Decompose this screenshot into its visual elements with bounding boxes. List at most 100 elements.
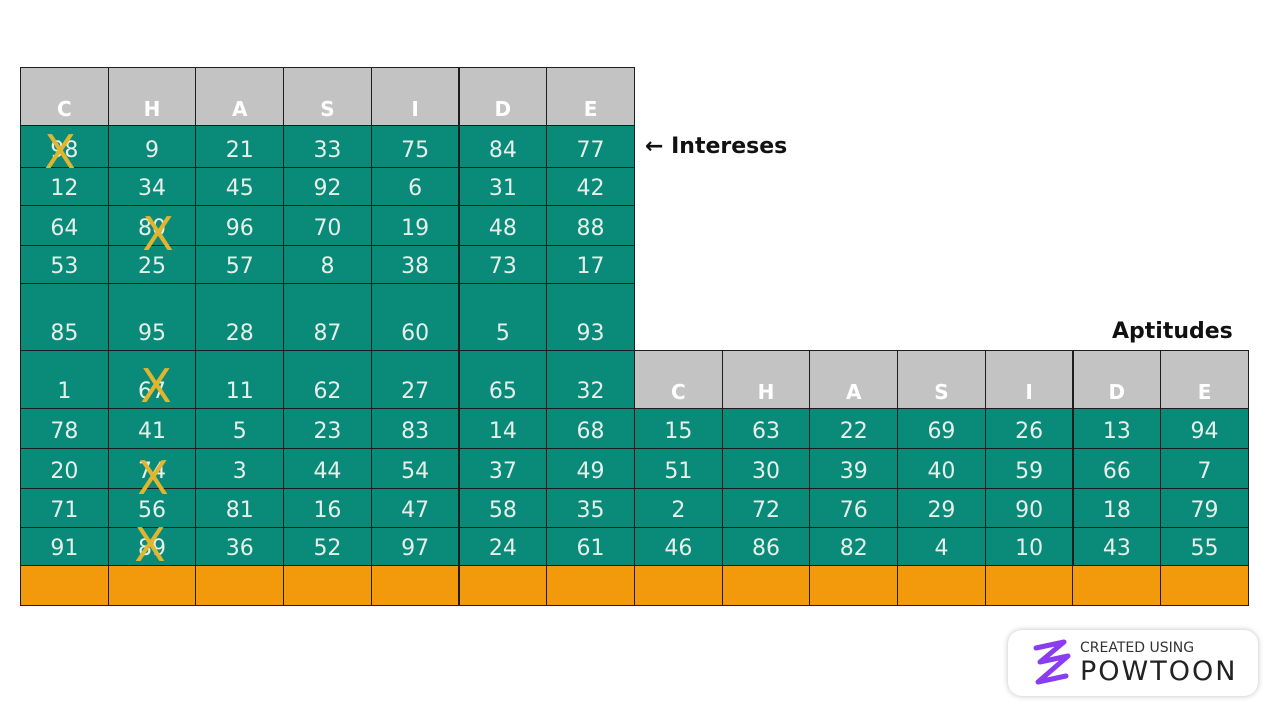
- score-cell: 84: [458, 125, 548, 168]
- score-cell: 83: [370, 408, 460, 449]
- score-cell: 17: [546, 245, 635, 284]
- score-cell: 13: [1072, 408, 1162, 449]
- score-cell: 67: [107, 350, 197, 409]
- score-cell: 73: [458, 245, 548, 284]
- logo-brand: POWTOON: [1080, 656, 1238, 687]
- logo-icon: [1033, 639, 1071, 685]
- score-cell: 42: [546, 167, 635, 206]
- score-cell: 76: [809, 488, 899, 528]
- score-cell: 36: [195, 527, 285, 566]
- score-cell: 11: [195, 350, 285, 409]
- score-cell: 75: [370, 125, 460, 168]
- score-cell: 48: [458, 205, 548, 246]
- column-header: H: [721, 350, 811, 409]
- score-cell: 2: [634, 488, 723, 528]
- score-cell: 24: [458, 527, 548, 566]
- score-cell: 64: [20, 205, 109, 246]
- total-cell: [1072, 565, 1162, 606]
- score-cell: 47: [370, 488, 460, 528]
- score-cell: 44: [283, 448, 372, 489]
- column-header: A: [809, 350, 899, 409]
- score-cell: 5: [458, 283, 548, 351]
- score-cell: 85: [20, 283, 109, 351]
- score-cell: 87: [283, 283, 372, 351]
- score-cell: 94: [1160, 408, 1249, 449]
- score-cell: 92: [283, 167, 372, 206]
- score-cell: 69: [897, 408, 986, 449]
- score-cell: 98: [20, 125, 109, 168]
- score-cell: 81: [195, 488, 285, 528]
- column-header: E: [1160, 350, 1249, 409]
- total-cell: [633, 565, 723, 606]
- score-cell: 30: [721, 448, 811, 489]
- score-cell: 57: [195, 245, 285, 284]
- score-cell: 41: [107, 408, 197, 449]
- total-cell: [107, 565, 197, 606]
- score-cell: 49: [546, 448, 635, 489]
- score-cell: 43: [1072, 527, 1162, 566]
- score-cell: 23: [283, 408, 372, 449]
- total-cell: [721, 565, 811, 606]
- score-cell: 63: [721, 408, 811, 449]
- score-cell: 96: [195, 205, 285, 246]
- column-header: A: [195, 67, 285, 126]
- score-cell: 32: [546, 350, 635, 409]
- total-cell: [20, 565, 109, 606]
- score-cell: 28: [195, 283, 285, 351]
- score-cell: 14: [458, 408, 548, 449]
- total-cell: [984, 565, 1074, 606]
- score-cell: 7: [1160, 448, 1249, 489]
- column-header: D: [458, 67, 548, 126]
- total-cell: [1160, 565, 1249, 606]
- score-cell: 35: [546, 488, 635, 528]
- score-cell: 53: [20, 245, 109, 284]
- score-cell: 55: [1160, 527, 1249, 566]
- powtoon-logo: CREATED USING POWTOON: [1008, 630, 1258, 696]
- score-cell: 22: [809, 408, 899, 449]
- score-cell: 80: [107, 205, 197, 246]
- score-cell: 46: [634, 527, 723, 566]
- score-cell: 60: [370, 283, 460, 351]
- score-cell: 88: [546, 205, 635, 246]
- column-header: I: [984, 350, 1074, 409]
- cross-mark: X: [44, 125, 76, 179]
- score-cell: 77: [546, 125, 635, 168]
- column-header: S: [897, 350, 986, 409]
- score-cell: 52: [283, 527, 372, 566]
- score-cell: 91: [20, 527, 109, 566]
- score-cell: 79: [1160, 488, 1249, 528]
- score-cell: 93: [546, 283, 635, 351]
- logo-caption: CREATED USING: [1080, 640, 1195, 656]
- score-cell: 21: [195, 125, 285, 168]
- total-cell: [546, 565, 635, 606]
- score-cell: 51: [634, 448, 723, 489]
- score-cell: 97: [370, 527, 460, 566]
- score-cell: 65: [458, 350, 548, 409]
- score-cell: 78: [20, 408, 109, 449]
- score-cell: 38: [370, 245, 460, 284]
- score-cell: 58: [458, 488, 548, 528]
- total-cell: [458, 565, 548, 606]
- score-cell: 54: [370, 448, 460, 489]
- score-cell: 12: [20, 167, 109, 206]
- score-cell: 27: [370, 350, 460, 409]
- aptitudes-label: Aptitudes: [1112, 319, 1233, 344]
- score-cell: 26: [984, 408, 1074, 449]
- column-header: C: [20, 67, 109, 126]
- score-cell: 37: [458, 448, 548, 489]
- score-cell: 45: [195, 167, 285, 206]
- column-header: D: [1072, 350, 1162, 409]
- score-cell: 59: [984, 448, 1074, 489]
- cross-mark: X: [140, 359, 172, 413]
- score-cell: 66: [1072, 448, 1162, 489]
- column-header: S: [283, 67, 372, 126]
- total-cell: [897, 565, 986, 606]
- score-cell: 25: [107, 245, 197, 284]
- score-cell: 15: [634, 408, 723, 449]
- score-cell: 39: [809, 448, 899, 489]
- score-cell: 9: [107, 125, 197, 168]
- column-header: C: [634, 350, 723, 409]
- score-cell: 4: [897, 527, 986, 566]
- score-cell: 19: [370, 205, 460, 246]
